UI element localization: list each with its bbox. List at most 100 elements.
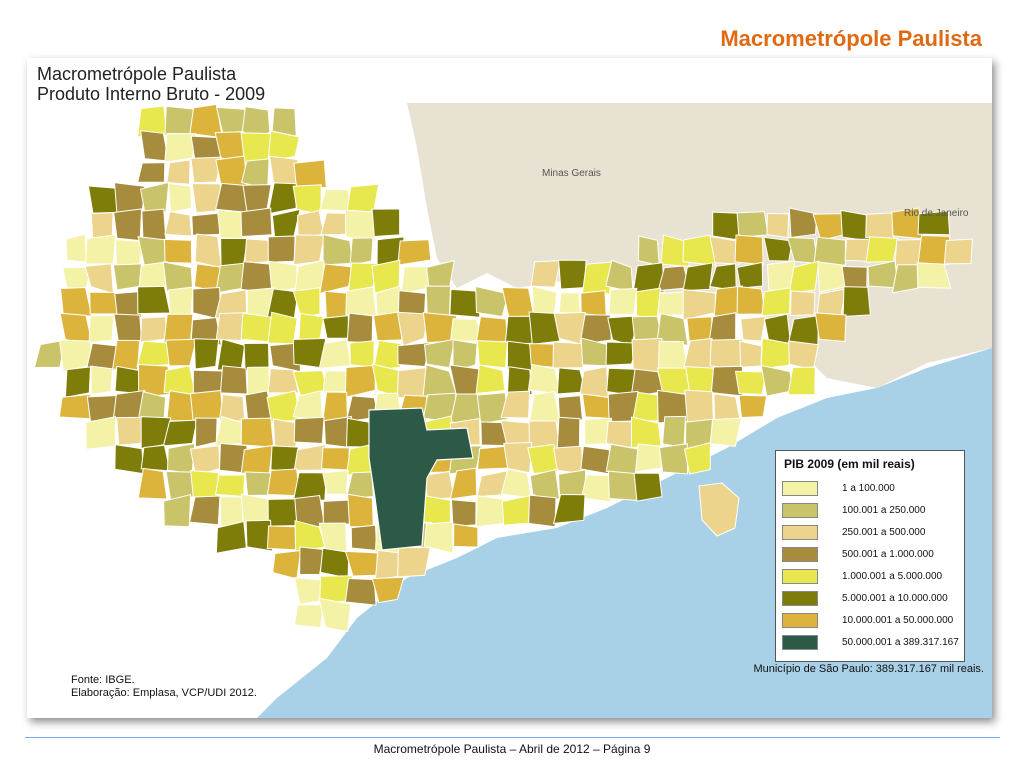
legend-swatch <box>782 524 818 540</box>
municipality-tile <box>116 416 145 446</box>
municipality-tile <box>293 604 324 629</box>
municipality-tile <box>188 495 221 526</box>
municipality-tile <box>349 237 374 266</box>
municipality-tile <box>244 471 274 497</box>
municipality-tile <box>191 212 223 236</box>
municipality-tile <box>322 391 348 422</box>
municipality-tile <box>319 263 354 295</box>
municipality-tile <box>632 262 665 293</box>
municipality-tile <box>267 311 298 345</box>
municipality-tile <box>734 234 764 266</box>
municipality-tile <box>318 597 352 633</box>
municipality-tile <box>558 259 587 290</box>
legend-items: 1 a 100.000 100.001 a 250.000 250.001 a 50… <box>776 477 964 653</box>
municipality-tile <box>682 234 717 266</box>
municipality-tile <box>167 182 193 213</box>
source-text: Fonte: IBGE. <box>71 674 135 686</box>
map-figure: Macrometrópole Paulista Produto Interno … <box>27 58 992 718</box>
legend-item: 250.001 a 500.000 <box>776 521 964 543</box>
municipality-tile <box>608 287 638 315</box>
municipality-tile <box>579 314 612 345</box>
municipality-tile <box>943 238 973 265</box>
municipality-tile <box>87 185 119 214</box>
municipality-tile <box>293 234 326 266</box>
municipality-tile <box>90 365 114 395</box>
municipality-tile <box>766 213 790 239</box>
municipality-tile <box>113 208 143 242</box>
municipality-tile <box>760 337 795 370</box>
municipality-tile <box>219 365 248 395</box>
page-footer: Macrometrópole Paulista – Abril de 2012 … <box>373 742 651 756</box>
municipality-tile <box>475 364 506 395</box>
municipality-tile <box>112 339 141 371</box>
municipality-tile <box>842 286 871 317</box>
legend-item: 5.000.001 a 10.000.000 <box>776 587 964 609</box>
municipality-tile <box>137 467 168 500</box>
municipality-tile <box>190 469 219 498</box>
municipality-tile <box>397 342 431 368</box>
municipality-tile <box>734 370 767 395</box>
municipality-tile <box>167 286 194 319</box>
map-title-line1: Macrometrópole Paulista <box>37 64 237 84</box>
legend-swatch <box>782 480 818 496</box>
municipality-tile <box>579 366 609 398</box>
municipality-tile <box>268 155 299 187</box>
municipality-tile <box>865 236 899 263</box>
municipality-tile <box>371 208 401 238</box>
municipality-tile <box>215 520 247 554</box>
municipality-tile <box>166 442 196 475</box>
municipality-tile <box>423 338 456 369</box>
municipality-tile <box>293 416 325 445</box>
municipality-tile <box>817 261 846 293</box>
municipality-tile <box>506 366 533 397</box>
municipality-tile <box>346 312 374 344</box>
municipality-tile <box>476 340 508 369</box>
footer-divider <box>25 737 1000 738</box>
municipality-tile <box>189 389 224 421</box>
municipality-tile <box>528 311 561 345</box>
municipality-tile <box>65 233 87 263</box>
municipality-tile <box>528 494 557 528</box>
municipality-tile <box>580 337 612 367</box>
municipality-tile <box>88 314 115 344</box>
municipality-tile <box>293 159 327 191</box>
municipality-tile <box>683 442 711 475</box>
municipality-tile <box>112 263 142 291</box>
municipality-tile <box>114 239 144 268</box>
municipality-tile <box>164 210 193 237</box>
municipality-tile <box>557 469 587 500</box>
municipality-tile <box>552 494 586 524</box>
municipality-tile <box>194 233 223 269</box>
municipality-tile <box>605 443 640 475</box>
municipality-tile <box>917 210 951 236</box>
municipality-tile <box>423 521 454 554</box>
legend-item: 1 a 100.000 <box>776 477 964 499</box>
municipality-tile <box>267 182 297 215</box>
legend-label: 250.001 a 500.000 <box>842 526 926 538</box>
municipality-tile <box>347 493 374 528</box>
municipality-tile <box>193 338 220 370</box>
municipality-tile <box>85 234 117 265</box>
municipality-tile <box>736 211 769 238</box>
municipality-tile <box>634 443 665 473</box>
municipality-tile <box>240 207 273 237</box>
municipality-tile <box>449 288 481 318</box>
municipality-tile <box>788 207 818 239</box>
municipality-tile <box>397 239 432 266</box>
municipality-tile <box>292 287 321 318</box>
municipality-tile <box>740 315 767 342</box>
municipality-tile <box>240 444 274 475</box>
municipality-tile <box>657 291 687 317</box>
municipality-tile <box>891 264 924 294</box>
legend-label: 5.000.001 a 10.000.000 <box>842 592 948 604</box>
municipality-tile <box>216 338 246 371</box>
municipality-tile <box>241 106 271 139</box>
municipality-tile <box>658 443 689 475</box>
region-label-minas: Minas Gerais <box>542 168 601 179</box>
municipality-tile <box>500 390 531 419</box>
municipality-tile <box>344 577 377 606</box>
municipality-tile <box>736 261 764 289</box>
municipality-tile <box>736 285 766 315</box>
municipality-tile <box>553 445 584 475</box>
municipality-tile <box>682 262 714 292</box>
